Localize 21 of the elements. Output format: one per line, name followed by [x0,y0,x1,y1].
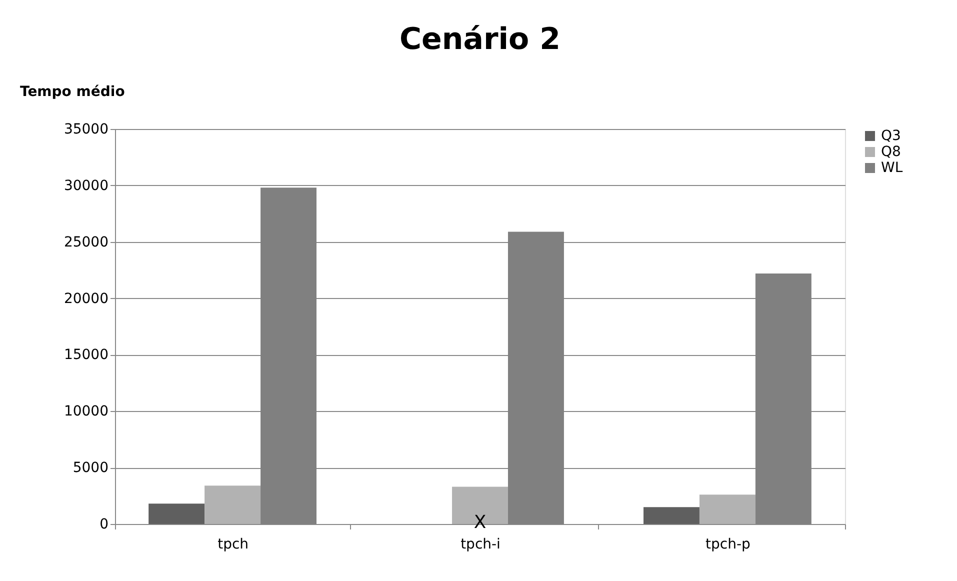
bar [644,507,700,524]
legend-label: Q8 [881,144,901,160]
y-tick-label: 10000 [64,404,108,420]
y-axis-title: Tempo médio [20,84,126,100]
y-tick-label: 0 [100,516,108,532]
x-tick-label: tpch-i [460,536,500,552]
legend-label: Q3 [881,128,901,144]
legend-label: WL [881,160,903,176]
chart-title: Cenário 2 [400,22,560,57]
bar [204,486,261,524]
y-tick-label: 35000 [64,122,108,138]
bar [148,504,205,524]
y-tick-label: 15000 [64,347,108,364]
x-tick-label: tpch-p [706,536,751,552]
x-tick-label: tpch [218,536,249,552]
y-tick-label: 30000 [64,178,108,194]
y-tick-label: 20000 [64,290,108,307]
y-tick-label: 5000 [72,460,108,476]
y-tick-label: 25000 [64,234,108,250]
bar [699,494,756,524]
annotation: X [474,512,486,533]
